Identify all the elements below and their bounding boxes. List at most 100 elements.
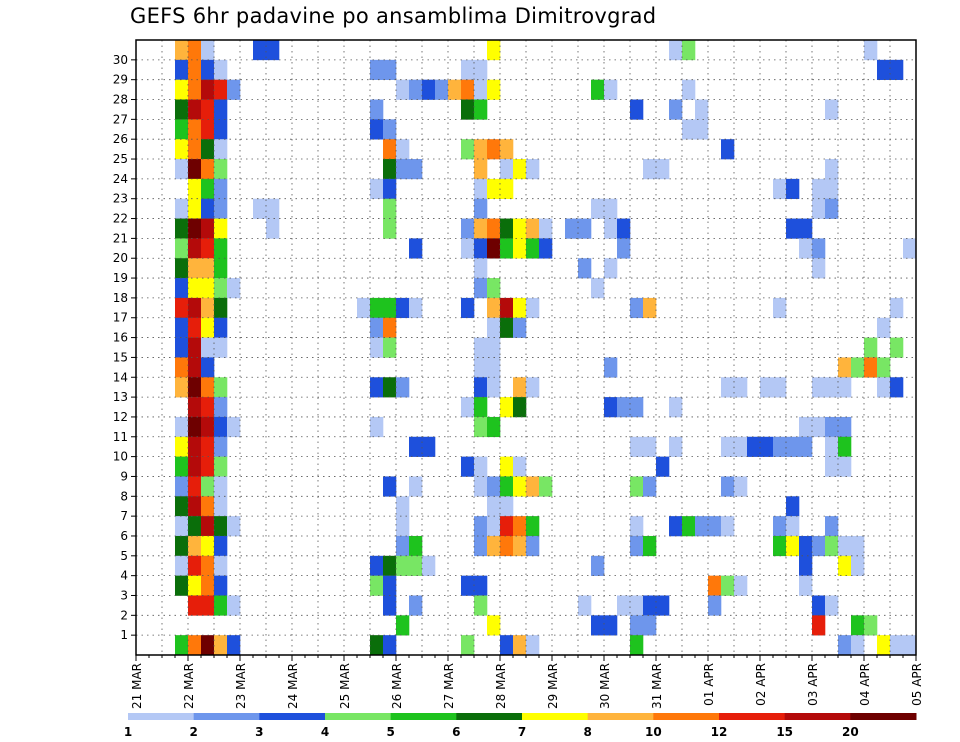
- heat-cell: [214, 436, 228, 457]
- heat-cell: [825, 99, 839, 120]
- heat-cell: [799, 436, 813, 457]
- heat-cell: [201, 297, 215, 319]
- colorbar-swatch: [193, 713, 260, 720]
- heat-cell: [825, 178, 839, 200]
- heat-cell: [188, 496, 202, 517]
- heat-cell: [474, 159, 488, 180]
- heat-cell: [214, 317, 228, 338]
- heat-cell: [825, 416, 839, 438]
- x-tick-label: 02 APR: [754, 663, 768, 706]
- heat-cell: [812, 258, 826, 279]
- heat-cell: [461, 456, 475, 477]
- heat-cell: [175, 416, 189, 438]
- heat-cell: [474, 377, 488, 398]
- heat-cell: [591, 198, 605, 219]
- heat-cell: [474, 79, 488, 100]
- y-tick-label: 18: [113, 291, 128, 305]
- heat-cell: [175, 297, 189, 319]
- heat-cell: [630, 99, 644, 120]
- heat-cell: [188, 119, 202, 140]
- heat-cell: [461, 99, 475, 120]
- heat-cell: [370, 59, 384, 80]
- heat-cell: [487, 278, 501, 299]
- colorbar-tick-label: 8: [583, 725, 591, 739]
- x-tick-label: 25 MAR: [338, 663, 352, 709]
- heat-cell: [175, 436, 189, 457]
- heat-cell: [383, 139, 397, 160]
- heat-cell: [383, 595, 397, 616]
- heat-cell: [487, 317, 501, 338]
- heat-cell: [214, 159, 228, 180]
- heat-cell: [643, 476, 657, 497]
- heat-cell: [513, 159, 527, 180]
- heat-cell: [266, 218, 280, 239]
- heat-cell: [591, 615, 605, 636]
- heat-cell: [396, 297, 410, 319]
- heat-cell: [500, 297, 514, 319]
- heat-cell: [838, 635, 852, 656]
- heat-cell: [409, 555, 423, 576]
- heat-cell: [396, 516, 410, 537]
- y-tick-label: 7: [120, 509, 128, 523]
- y-tick-label: 2: [120, 608, 128, 622]
- heat-cell: [721, 436, 735, 457]
- heat-cell: [461, 79, 475, 100]
- heat-cell: [370, 317, 384, 338]
- heat-cell: [383, 317, 397, 338]
- heat-cell: [721, 575, 735, 596]
- heat-cell: [890, 377, 904, 398]
- colorbar-swatch: [325, 713, 392, 720]
- heat-cell: [825, 456, 839, 477]
- heat-cell: [734, 476, 748, 497]
- y-tick-label: 27: [113, 112, 128, 126]
- heat-cell: [214, 119, 228, 140]
- heat-cell: [500, 178, 514, 200]
- heat-cell: [474, 476, 488, 497]
- heat-cell: [630, 535, 644, 557]
- heat-cell: [513, 317, 527, 338]
- heat-cell: [513, 238, 527, 259]
- heat-cell: [383, 178, 397, 200]
- heat-cell: [201, 337, 215, 358]
- heat-cell: [461, 397, 475, 418]
- colorbar-swatch: [784, 713, 851, 720]
- colorbar-tick-label: 12: [711, 725, 728, 739]
- heat-cell: [175, 59, 189, 80]
- heat-cell: [539, 238, 553, 259]
- heat-cell: [188, 337, 202, 358]
- heat-cell: [526, 238, 540, 259]
- heat-cell: [188, 59, 202, 80]
- heat-cell: [188, 436, 202, 457]
- y-tick-label: 11: [113, 430, 128, 444]
- heat-cell: [396, 496, 410, 517]
- y-tick-label: 8: [120, 489, 128, 503]
- colorbar-swatch: [653, 713, 720, 720]
- y-tick-label: 26: [113, 132, 128, 146]
- heat-cell: [266, 198, 280, 219]
- heat-cell: [188, 238, 202, 259]
- heat-cell: [786, 178, 800, 200]
- heat-cell: [188, 397, 202, 418]
- heat-cell: [188, 595, 202, 616]
- heat-cell: [214, 79, 228, 100]
- colorbar-swatch: [456, 713, 523, 720]
- heat-cell: [786, 516, 800, 537]
- heat-cell: [669, 99, 683, 120]
- x-tick-label: 01 APR: [702, 663, 716, 706]
- heat-cell: [201, 456, 215, 477]
- heat-cell: [526, 159, 540, 180]
- colorbar-swatch: [390, 713, 457, 720]
- x-tick-label: 23 MAR: [234, 663, 248, 709]
- heat-cell: [175, 535, 189, 557]
- heat-cell: [643, 436, 657, 457]
- x-tick-label: 28 MAR: [494, 663, 508, 709]
- heat-cell: [214, 258, 228, 279]
- heat-cell: [799, 218, 813, 239]
- heat-cell: [175, 238, 189, 259]
- heat-cell: [188, 79, 202, 100]
- heat-cell: [799, 535, 813, 557]
- heat-cell: [396, 555, 410, 576]
- y-tick-label: 21: [113, 231, 128, 245]
- heat-cell: [773, 297, 787, 319]
- heat-cell: [721, 377, 735, 398]
